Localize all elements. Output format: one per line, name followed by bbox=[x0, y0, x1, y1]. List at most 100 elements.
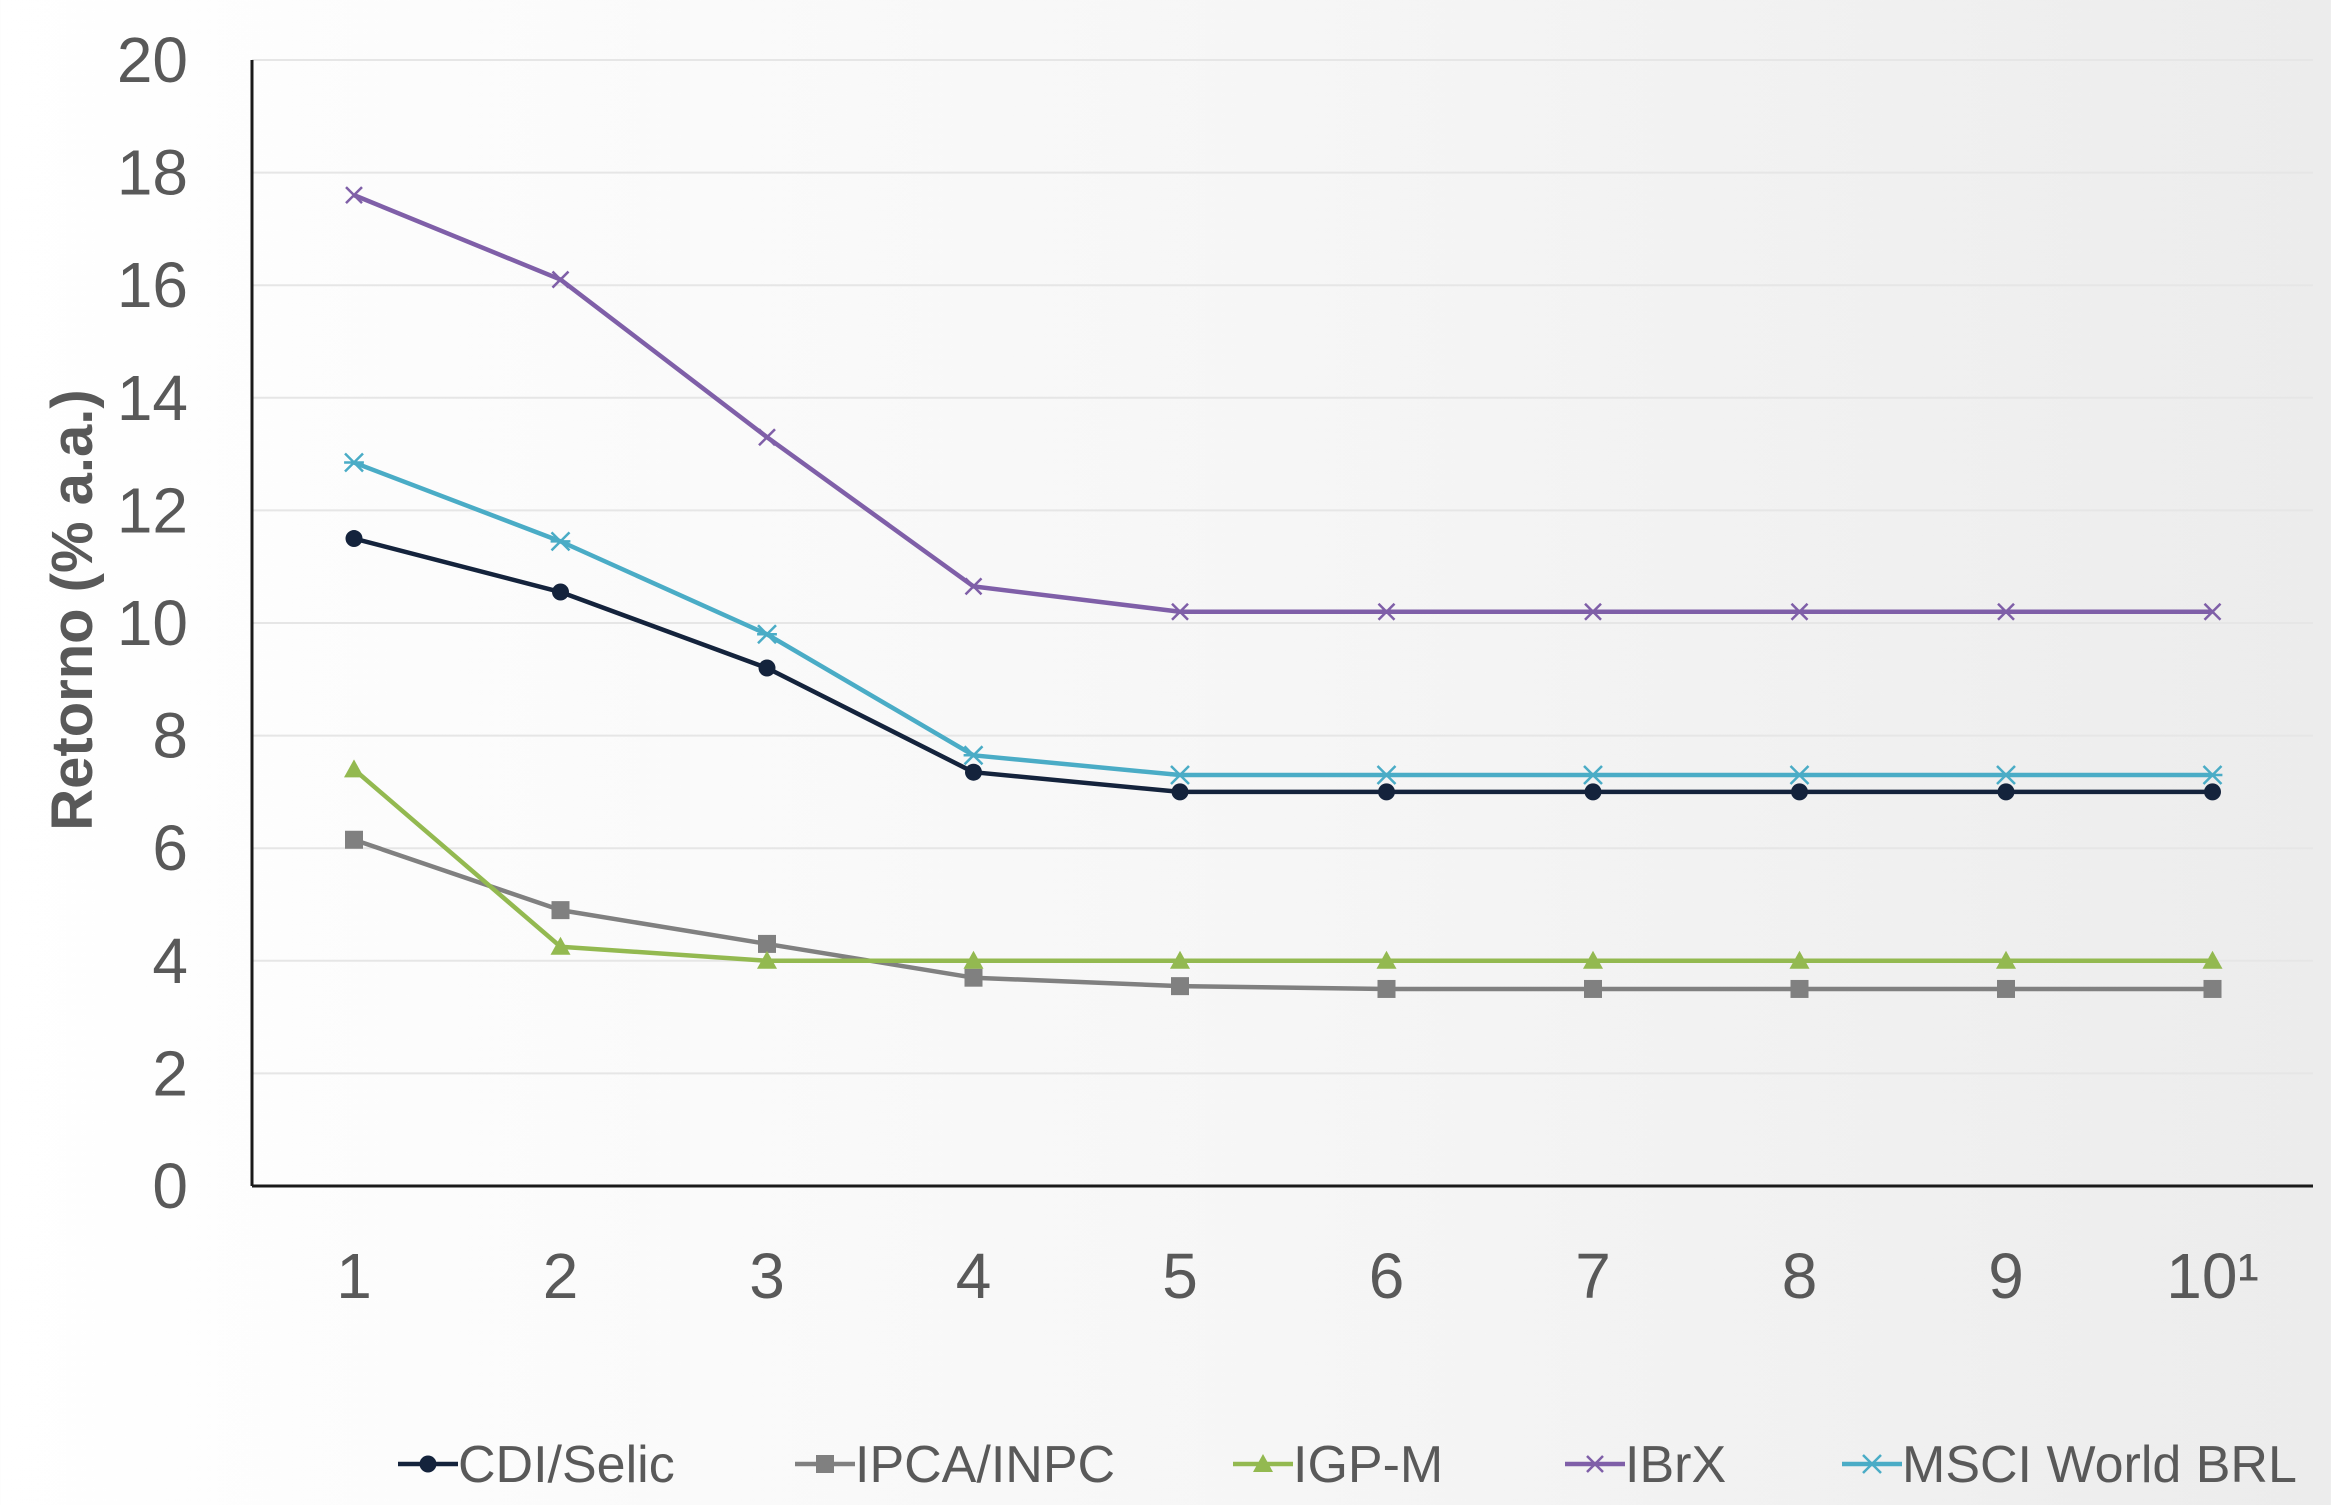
legend-label-msci-world-brl: MSCI World BRL bbox=[1902, 1436, 2297, 1494]
y-tick-labels: 0 2 4 6 8 10 12 14 16 18 20 bbox=[117, 24, 188, 1222]
axes bbox=[250, 60, 2313, 1188]
point-cdi-selic-3 bbox=[758, 659, 776, 677]
legend-marker-ipca-inpc bbox=[816, 1455, 834, 1473]
point-ipca-inpc-9 bbox=[1997, 979, 2015, 998]
point-msci-world-brl-2 bbox=[550, 531, 571, 552]
point-ipca-inpc-4 bbox=[964, 968, 983, 987]
y-tick-label-0: 0 bbox=[152, 1150, 188, 1222]
point-ipca-inpc-8 bbox=[1790, 979, 1809, 998]
point-igp-m-9 bbox=[1996, 950, 2016, 969]
point-cdi-selic-10 bbox=[2204, 783, 2221, 801]
y-tick-label-20: 20 bbox=[117, 24, 188, 96]
legend-item-ipca-inpc: IPCA/INPC bbox=[795, 1436, 1115, 1494]
x-tick-label-7: 7 bbox=[1575, 1240, 1611, 1312]
series-line-msci-world-brl bbox=[353, 460, 2213, 778]
point-igp-m-2 bbox=[550, 936, 571, 955]
point-ipca-inpc-7 bbox=[1584, 979, 1602, 998]
y-tick-label-6: 6 bbox=[152, 812, 188, 884]
legend-item-ibrx: IBrX bbox=[1565, 1436, 1726, 1494]
point-cdi-selic-9 bbox=[1997, 783, 2015, 801]
legend-marker-cdi-selic bbox=[419, 1455, 437, 1473]
point-ibrx-6 bbox=[1377, 602, 1396, 621]
x-tick-label-2: 2 bbox=[543, 1240, 579, 1312]
x-tick-label-10: 10¹ bbox=[2166, 1240, 2259, 1312]
point-igp-m-7 bbox=[1583, 950, 1603, 969]
point-ipca-inpc-5 bbox=[1171, 977, 1189, 996]
point-msci-world-brl-3 bbox=[757, 624, 777, 645]
y-tick-label-2: 2 bbox=[152, 1037, 188, 1109]
point-ibrx-1 bbox=[345, 186, 363, 205]
point-ipca-inpc-2 bbox=[551, 901, 570, 920]
x-tick-label-4: 4 bbox=[956, 1240, 992, 1312]
legend-marker-ibrx bbox=[1586, 1455, 1604, 1473]
point-igp-m-6 bbox=[1376, 950, 1397, 969]
series-lines bbox=[344, 186, 2223, 998]
point-msci-world-brl-4 bbox=[963, 745, 984, 766]
point-igp-m-5 bbox=[1170, 950, 1190, 969]
legend-item-igp-m: IGP-M bbox=[1233, 1436, 1443, 1494]
series-line-ipca-inpc bbox=[353, 837, 2213, 992]
point-cdi-selic-7 bbox=[1584, 783, 1602, 801]
point-igp-m-8 bbox=[1789, 950, 1810, 969]
point-ibrx-3 bbox=[758, 428, 776, 447]
series-ibrx bbox=[345, 186, 2222, 621]
legend-label-ipca-inpc: IPCA/INPC bbox=[855, 1436, 1115, 1494]
point-ibrx-4 bbox=[964, 577, 983, 596]
x-tick-label-6: 6 bbox=[1369, 1240, 1405, 1312]
series-ipca-inpc bbox=[345, 830, 2222, 998]
point-cdi-selic-1 bbox=[345, 530, 363, 548]
point-ibrx-10 bbox=[2203, 602, 2222, 621]
point-cdi-selic-6 bbox=[1378, 783, 1395, 801]
point-msci-world-brl-10 bbox=[2202, 765, 2223, 785]
y-tick-label-16: 16 bbox=[117, 249, 188, 321]
x-tick-label-9: 9 bbox=[1988, 1240, 2024, 1312]
point-ibrx-9 bbox=[1997, 602, 2015, 621]
point-msci-world-brl-8 bbox=[1789, 765, 1810, 785]
point-msci-world-brl-5 bbox=[1170, 765, 1190, 785]
point-ipca-inpc-6 bbox=[1377, 979, 1396, 998]
point-msci-world-brl-6 bbox=[1376, 765, 1397, 785]
point-msci-world-brl-7 bbox=[1583, 765, 1603, 785]
x-tick-label-3: 3 bbox=[749, 1240, 785, 1312]
gridlines bbox=[252, 59, 2313, 1075]
point-ipca-inpc-1 bbox=[345, 830, 363, 849]
y-tick-label-12: 12 bbox=[117, 474, 188, 546]
legend: CDI/Selic IPCA/INPC IGP-M IBrX MSCI World BR… bbox=[398, 1436, 2297, 1494]
y-tick-label-10: 10 bbox=[117, 587, 188, 659]
series-cdi-selic bbox=[345, 530, 2221, 801]
series-line-igp-m bbox=[352, 767, 2213, 964]
legend-label-cdi-selic: CDI/Selic bbox=[458, 1436, 675, 1494]
point-igp-m-3 bbox=[757, 950, 777, 969]
y-tick-label-18: 18 bbox=[117, 137, 188, 209]
point-ibrx-5 bbox=[1171, 602, 1189, 621]
point-cdi-selic-5 bbox=[1171, 783, 1189, 801]
point-ibrx-8 bbox=[1790, 602, 1809, 621]
point-msci-world-brl-9 bbox=[1996, 765, 2016, 785]
legend-item-msci-world-brl: MSCI World BRL bbox=[1842, 1436, 2297, 1494]
legend-label-igp-m: IGP-M bbox=[1293, 1436, 1443, 1494]
point-msci-world-brl-1 bbox=[344, 452, 364, 473]
x-tick-label-1: 1 bbox=[336, 1240, 372, 1312]
point-igp-m-4 bbox=[963, 950, 984, 969]
x-tick-labels: 1 2 3 4 5 6 7 8 9 10¹ bbox=[336, 1240, 2259, 1312]
y-axis-label: Retorno (% a.a.) bbox=[40, 389, 105, 831]
point-ibrx-7 bbox=[1584, 602, 1602, 621]
legend-item-cdi-selic: CDI/Selic bbox=[398, 1436, 675, 1494]
point-ibrx-2 bbox=[551, 270, 570, 289]
y-tick-label-14: 14 bbox=[117, 362, 188, 434]
point-cdi-selic-4 bbox=[965, 763, 982, 781]
x-tick-label-8: 8 bbox=[1782, 1240, 1818, 1312]
y-tick-label-4: 4 bbox=[152, 925, 188, 997]
series-line-cdi-selic bbox=[353, 536, 2213, 795]
series-line-ibrx bbox=[353, 193, 2213, 614]
point-ipca-inpc-3 bbox=[758, 934, 776, 953]
series-msci-world-brl bbox=[344, 452, 2223, 785]
point-ipca-inpc-10 bbox=[2203, 979, 2222, 998]
x-tick-label-5: 5 bbox=[1162, 1240, 1198, 1312]
legend-label-ibrx: IBrX bbox=[1625, 1436, 1726, 1494]
y-tick-label-8: 8 bbox=[152, 700, 188, 772]
point-cdi-selic-8 bbox=[1791, 783, 1808, 801]
point-cdi-selic-2 bbox=[552, 583, 569, 601]
